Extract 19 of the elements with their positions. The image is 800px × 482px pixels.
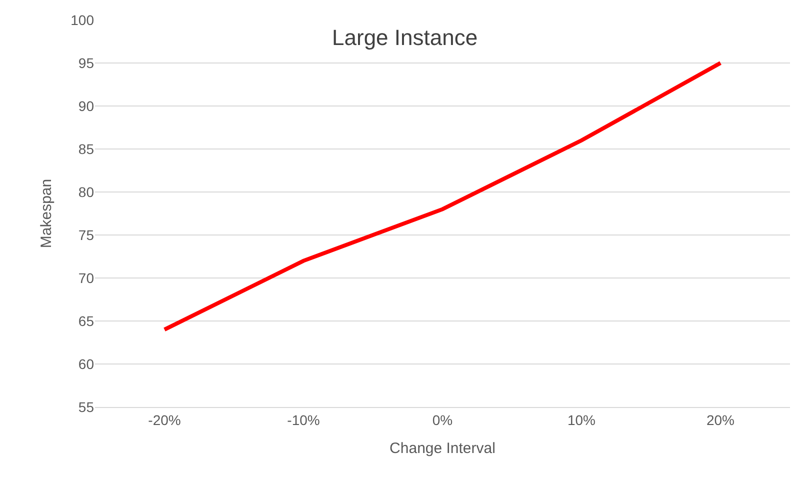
y-tick-label: 95	[78, 54, 94, 71]
x-tick-label: 10%	[567, 412, 596, 428]
y-tick-label: 75	[78, 226, 94, 243]
y-tick-label: 100	[70, 12, 94, 28]
x-tick-label: -20%	[148, 412, 181, 428]
y-tick-label: 85	[78, 140, 94, 157]
y-tick-label: 90	[78, 98, 94, 114]
y-tick-label: 80	[78, 184, 94, 200]
y-axis-title: Makespan	[38, 178, 55, 248]
x-tick-label: 0%	[432, 412, 453, 428]
line-series	[162, 61, 722, 332]
chart-title: Large Instance	[332, 24, 478, 50]
y-tick-label: 65	[78, 312, 94, 329]
x-axis-title: Change Interval	[390, 440, 496, 457]
y-tick-label: 55	[78, 398, 94, 415]
y-tick-label: 60	[78, 356, 94, 372]
x-tick-label: 20%	[706, 412, 735, 428]
x-tick-label: -10%	[287, 412, 320, 428]
y-tick-label: 70	[78, 270, 94, 286]
